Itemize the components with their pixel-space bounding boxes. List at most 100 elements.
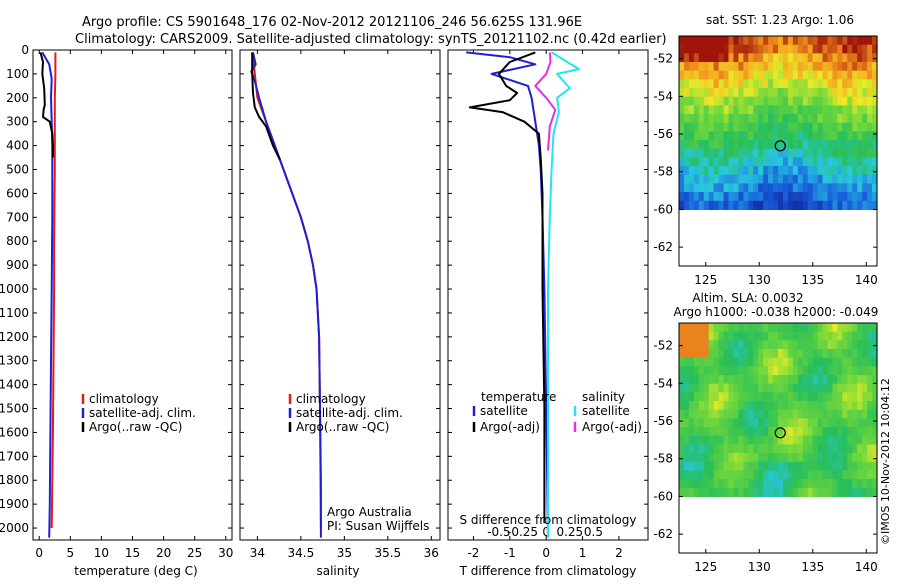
heatmap-cell: [822, 366, 829, 376]
heatmap-cell: [708, 174, 715, 185]
heatmap-cell: [802, 375, 809, 385]
heatmap-cell: [688, 166, 695, 176]
heatmap-cell: [679, 183, 685, 193]
heatmap-cell: [768, 479, 774, 489]
heatmap-cell: [812, 114, 819, 124]
heatmap-cell: [753, 435, 759, 446]
heatmap-cell: [792, 409, 799, 419]
series-line-temperature-argo-adj-: [468, 51, 546, 524]
heatmap-cell: [708, 157, 715, 167]
heatmap-cell: [857, 444, 863, 454]
heatmap-cell: [703, 96, 710, 106]
heatmap-cell: [857, 479, 863, 489]
heatmap-cell: [842, 140, 848, 150]
x-tick-label: 35.5: [374, 546, 401, 560]
heatmap-cell: [802, 349, 809, 359]
heatmap-cell: [738, 427, 744, 437]
heatmap-cell: [713, 479, 720, 489]
heatmap-cell: [753, 157, 759, 167]
y-tick-label: 600: [6, 186, 29, 200]
heatmap-cell: [679, 392, 685, 402]
heatmap-cell: [778, 140, 784, 150]
heatmap-cell: [787, 331, 794, 341]
heatmap-cell: [837, 140, 843, 150]
heatmap-cell: [792, 62, 799, 72]
heatmap-cell: [738, 401, 744, 411]
heatmap-cell: [683, 105, 690, 115]
heatmap-cell: [683, 62, 690, 72]
heatmap-cell: [857, 383, 863, 393]
heatmap-cell: [683, 166, 690, 176]
heatmap-cell: [698, 331, 705, 341]
heatmap-cell: [713, 70, 720, 80]
heatmap-cell: [758, 70, 764, 80]
heatmap-cell: [792, 366, 799, 376]
heatmap-cell: [832, 349, 838, 359]
heatmap-cell: [778, 331, 784, 341]
heatmap-cell: [713, 427, 720, 437]
heatmap-cell: [812, 418, 819, 428]
heatmap-cell: [857, 331, 863, 341]
heatmap-cell: [708, 470, 715, 480]
heatmap-cell: [723, 461, 730, 472]
heatmap-cell: [773, 470, 779, 480]
heatmap-cell: [733, 88, 739, 98]
x-tick-label: 35: [337, 546, 352, 560]
heatmap-cell: [862, 479, 868, 489]
heatmap-cell: [708, 487, 715, 498]
heatmap-cell: [792, 392, 799, 402]
heatmap-cell: [758, 401, 764, 411]
heatmap-cell: [708, 192, 715, 202]
heatmap-cell: [693, 192, 700, 202]
heatmap-cell: [778, 392, 784, 402]
heatmap-cell: [698, 114, 705, 124]
heatmap-cell: [693, 131, 700, 141]
heatmap-cell: [768, 114, 774, 124]
heatmap-cell: [802, 174, 809, 185]
heatmap-cell: [852, 418, 858, 428]
heatmap-cell: [733, 166, 739, 176]
heatmap-cell: [763, 366, 769, 376]
heatmap-cell: [698, 157, 705, 167]
heatmap-cell: [713, 409, 720, 419]
heatmap-cell: [782, 409, 789, 419]
heatmap-cell: [867, 375, 873, 385]
heatmap-cell: [723, 200, 730, 211]
heatmap-cell: [822, 62, 829, 72]
heatmap-cell: [802, 357, 809, 367]
heatmap-cell: [847, 383, 853, 393]
heatmap-cell: [713, 79, 720, 89]
heatmap-cell: [802, 131, 809, 141]
heatmap-cell: [787, 383, 794, 393]
heatmap-cell: [797, 114, 804, 124]
heatmap-cell: [733, 53, 739, 63]
heatmap-cell: [763, 122, 769, 132]
heatmap-cell: [698, 479, 705, 489]
heatmap-cell: [832, 131, 838, 141]
heatmap-cell: [862, 435, 868, 446]
heatmap-cell: [693, 140, 700, 150]
heatmap-cell: [797, 418, 804, 428]
heatmap-cell: [748, 479, 754, 489]
heatmap-cell: [807, 392, 814, 402]
heatmap-cell: [768, 340, 774, 350]
heatmap-cell: [782, 148, 789, 159]
heatmap-cell: [778, 427, 784, 437]
heatmap-cell: [832, 88, 838, 98]
heatmap-cell: [872, 453, 878, 463]
heatmap-cell: [718, 122, 725, 132]
heatmap-cell: [738, 79, 744, 89]
heatmap-cell: [778, 435, 784, 446]
heatmap-cell: [768, 401, 774, 411]
heatmap-cell: [812, 461, 819, 472]
heatmap-cell: [782, 122, 789, 132]
heatmap-cell: [773, 157, 779, 167]
heatmap-cell: [743, 409, 749, 419]
heatmap-cell: [797, 470, 804, 480]
heatmap-cell: [708, 79, 715, 89]
heatmap-cell: [703, 166, 710, 176]
heatmap-cell: [867, 62, 873, 72]
x-tick-label: 0: [542, 546, 550, 560]
heatmap-cell: [837, 392, 843, 402]
heatmap-cell: [708, 200, 715, 211]
